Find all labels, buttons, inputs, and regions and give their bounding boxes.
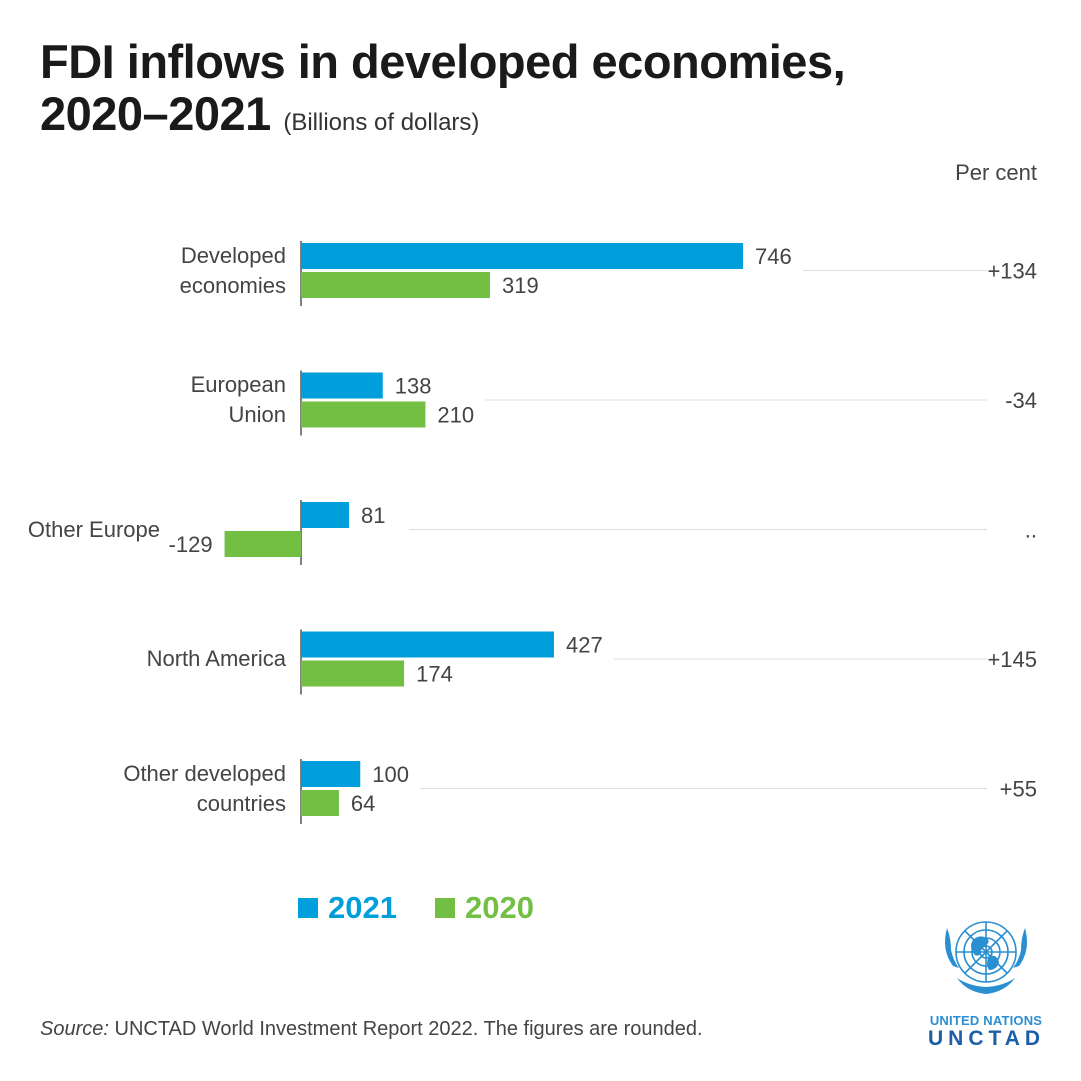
bar-2021-other-developed-countries — [301, 761, 361, 787]
value-label-2020-european-union: 210 — [437, 403, 474, 428]
bar-2020-european-union — [301, 401, 426, 428]
category-label-line: Union — [228, 402, 286, 427]
value-label-2020-other-developed-countries: 64 — [351, 791, 375, 816]
legend-label-2021: 2021 — [328, 890, 397, 925]
bar-2021-north-america — [301, 631, 554, 658]
source-text: UNCTAD World Investment Report 2022. The… — [108, 1018, 703, 1040]
bar-2020-other-europe — [224, 531, 301, 557]
bar-2021-european-union — [301, 372, 383, 399]
title-years: 2020–2021 — [40, 87, 271, 140]
chart-title: FDI inflows in developed economies, 2020… — [40, 35, 846, 149]
category-label-other-developed-countries: Other developed countries — [26, 759, 286, 819]
value-label-2020-developed-economies: 319 — [502, 273, 539, 298]
source-label: Source: — [40, 1018, 109, 1040]
logo-line-1: UNITED NATIONS — [929, 1013, 1043, 1028]
category-label-line: countries — [196, 790, 286, 816]
title-line-2: 2020–2021 (Billions of dollars) — [40, 88, 845, 149]
legend: 2021 2020 — [298, 890, 534, 926]
percent-change-developed-economies: +134 — [987, 259, 1037, 284]
value-label-2021-north-america: 427 — [566, 633, 603, 658]
percent-change-european-union: -34 — [1005, 388, 1037, 413]
value-label-2020-north-america: 174 — [416, 662, 453, 687]
logo-line-2: UNCTAD — [928, 1027, 1046, 1050]
category-label-other-europe: Other Europe — [0, 515, 160, 545]
category-label-line: Other developed — [123, 760, 286, 786]
title-line-1: FDI inflows in developed economies, — [40, 35, 846, 88]
bar-2021-developed-economies — [301, 243, 743, 269]
legend-label-2020: 2020 — [464, 890, 534, 925]
un-emblem-icon — [945, 921, 1027, 994]
percent-change-other-developed-countries: +55 — [1000, 777, 1037, 802]
percent-change-other-europe: .. — [1025, 518, 1037, 543]
value-label-2020-other-europe: -129 — [169, 532, 213, 557]
category-label-north-america: North America — [26, 644, 286, 674]
legend-swatch-2021 — [298, 898, 318, 918]
category-label-line: North America — [146, 646, 286, 671]
legend-swatch-2020 — [434, 898, 455, 918]
bar-2021-other-europe — [301, 502, 349, 528]
value-label-2021-developed-economies: 746 — [755, 244, 792, 269]
category-label-developed-economies: Developed economies — [26, 241, 286, 301]
bar-2020-north-america — [301, 660, 405, 687]
legend-item-2021: 2021 — [298, 890, 397, 926]
category-label-line: Other Europe — [27, 516, 160, 542]
source-note: Source: UNCTAD World Investment Report 2… — [40, 1018, 703, 1041]
percent-column-header: Per cent — [955, 160, 1037, 185]
unit-note: (Billions of dollars) — [283, 109, 480, 136]
unctad-logo: UNITED NATIONS UNCTAD — [928, 906, 1044, 1050]
category-label-european-union: European Union — [26, 370, 286, 430]
value-label-2021-european-union: 138 — [395, 374, 432, 399]
category-label-line: European — [190, 372, 286, 397]
legend-item-2020: 2020 — [434, 890, 534, 926]
percent-change-north-america: +145 — [987, 647, 1037, 672]
category-label-line: economies — [179, 272, 286, 298]
bar-2020-developed-economies — [301, 272, 491, 298]
value-label-2021-other-europe: 81 — [361, 503, 385, 528]
value-label-2021-other-developed-countries: 100 — [372, 762, 409, 787]
bar-2020-other-developed-countries — [301, 790, 339, 816]
category-label-line: Developed — [180, 242, 286, 268]
